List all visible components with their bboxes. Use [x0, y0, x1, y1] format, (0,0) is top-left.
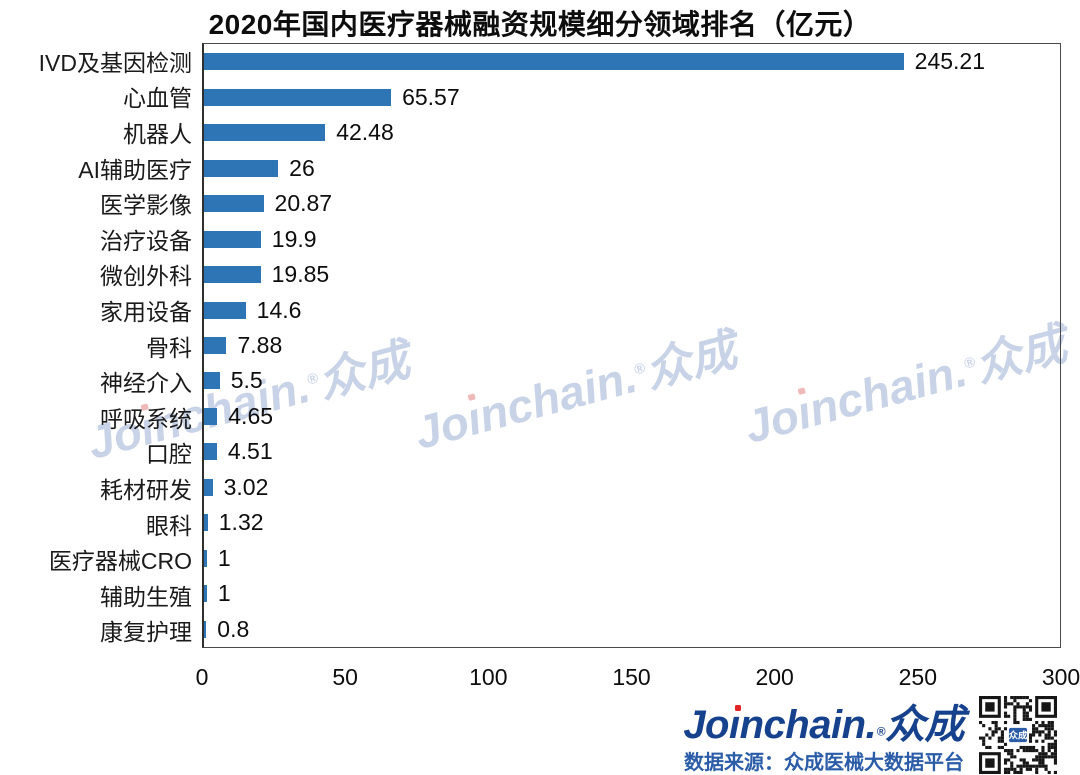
bar-row: 19.85: [204, 257, 1060, 292]
bar: [204, 478, 213, 496]
registered-mark: ®: [876, 724, 886, 739]
bar: [204, 124, 326, 142]
bar-row: 19.9: [204, 221, 1060, 256]
svg-text:众成: 众成: [1009, 729, 1028, 740]
logo-text: nchain: [739, 703, 866, 747]
category-label: 机器人: [123, 120, 192, 147]
plot-area: 245.21 65.57 42.48 26 20.87 19.9 19.85 14.6 7.88…: [202, 43, 1061, 648]
bar: [204, 407, 218, 425]
x-tick-label: 0: [195, 664, 209, 690]
bar-row: 7.88: [204, 328, 1060, 363]
category-label: 家用设备: [100, 298, 192, 325]
bar-value-label: 0.8: [217, 615, 250, 642]
bar: [204, 585, 207, 603]
bar-value-label: 5.5: [230, 367, 263, 394]
bar-row: 42.48: [204, 115, 1060, 150]
bar-row: 4.51: [204, 434, 1060, 469]
bar-value-label: 65.57: [402, 83, 460, 110]
joinchain-logo: Joınchain.®众成: [683, 692, 964, 750]
bar-row: 26: [204, 150, 1060, 185]
bar-value-label: 4.65: [228, 402, 274, 429]
bar-value-label: 19.85: [271, 261, 330, 288]
bar-value-label: 3.02: [223, 473, 269, 500]
bar: [204, 301, 246, 319]
bar-value-label: 4.51: [227, 438, 273, 465]
bar-row: 14.6: [204, 292, 1060, 327]
category-label: 神经介入: [100, 370, 192, 397]
bar-value-label: 14.6: [256, 296, 302, 323]
category-label: 治疗设备: [100, 227, 192, 254]
x-tick-label: 100: [469, 664, 508, 690]
category-label: 辅助生殖: [100, 583, 192, 610]
bar-value-label: 42.48: [336, 119, 394, 146]
bar-row: 20.87: [204, 186, 1060, 221]
bar-row: 65.57: [204, 79, 1060, 114]
bar-value-label: 1.32: [218, 509, 264, 536]
bar: [204, 336, 227, 354]
bar: [204, 443, 217, 461]
qr-code: 众成: [979, 696, 1057, 774]
category-labels: IVD及基因检测心血管机器人 AI辅助医疗医学影像治疗设备微创外科家用设备骨科神经…: [0, 43, 192, 648]
bar: [204, 53, 904, 71]
category-label: 呼吸系统: [100, 405, 192, 432]
logo-text: 众成: [885, 703, 965, 747]
bar-value-label: 245.21: [914, 48, 986, 75]
bar-row: 245.21: [204, 44, 1060, 79]
bar: [204, 620, 207, 638]
x-tick-label: 200: [755, 664, 794, 690]
category-label: 骨科: [146, 334, 192, 361]
category-label: 耗材研发: [100, 476, 192, 503]
bar-value-label: 1: [217, 544, 231, 571]
x-axis: 0 50 100 150 200 250 300: [196, 648, 1080, 700]
bar: [204, 549, 207, 567]
logo-text: ı: [729, 703, 741, 747]
bar-row: 1: [204, 541, 1060, 576]
bar: [204, 195, 264, 213]
category-label: AI辅助医疗: [78, 156, 192, 183]
bar-row: 3.02: [204, 470, 1060, 505]
bar-row: 4.65: [204, 399, 1060, 434]
bar: [204, 372, 220, 390]
x-tick-label: 250: [898, 664, 938, 690]
category-label: 微创外科: [100, 263, 192, 290]
category-label: 医学影像: [100, 192, 192, 219]
x-tick-label: 300: [1041, 664, 1080, 690]
bar-row: 1: [204, 576, 1060, 611]
data-source-text: 数据来源：众成医械大数据平台: [684, 752, 964, 774]
x-tick-label: 150: [612, 664, 651, 690]
chart-title: 2020年国内医疗器械融资规模细分领域排名（亿元）: [208, 9, 872, 40]
bar-value-label: 7.88: [237, 331, 283, 358]
category-label: 康复护理: [100, 619, 192, 646]
bar: [204, 159, 279, 177]
bar-row: 0.8: [204, 612, 1060, 647]
category-label: 心血管: [123, 85, 192, 112]
category-label: 医疗器械CRO: [48, 548, 192, 575]
category-label: 眼科: [146, 512, 192, 539]
logo-text: .: [865, 703, 877, 747]
bar-value-label: 20.87: [274, 190, 333, 217]
bar-value-label: 26: [289, 154, 315, 181]
bar: [204, 514, 208, 532]
category-label: 口腔: [146, 441, 192, 468]
x-tick-label: 50: [332, 664, 358, 690]
bar: [204, 266, 261, 284]
logo-text: Jo: [683, 703, 729, 747]
bar: [204, 230, 261, 248]
bar-value-label: 1: [217, 580, 231, 607]
bar-value-label: 19.9: [271, 225, 317, 252]
category-label: IVD及基因检测: [38, 49, 192, 76]
qr-code-image: 众成: [979, 696, 1057, 774]
bar-row: 5.5: [204, 363, 1060, 398]
bar: [204, 88, 392, 106]
bar-row: 1.32: [204, 505, 1060, 540]
